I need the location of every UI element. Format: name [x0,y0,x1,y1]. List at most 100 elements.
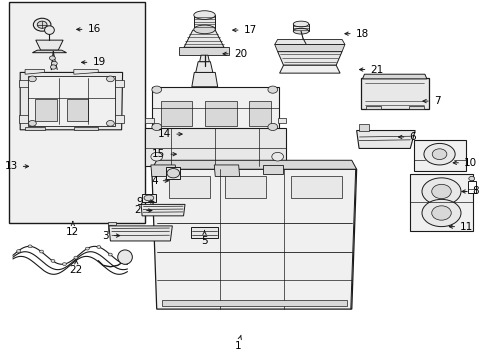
Ellipse shape [193,25,215,34]
Polygon shape [358,125,368,131]
Ellipse shape [44,26,54,35]
Polygon shape [115,80,123,87]
Polygon shape [36,40,63,50]
Polygon shape [183,30,224,47]
Bar [290,176,341,198]
Polygon shape [360,78,428,109]
Ellipse shape [293,21,308,27]
Bar [205,101,237,126]
Ellipse shape [293,28,308,34]
Polygon shape [19,116,27,123]
Ellipse shape [28,121,36,126]
Polygon shape [115,116,123,123]
Polygon shape [161,300,346,306]
Text: 16: 16 [77,24,101,35]
Polygon shape [109,226,172,241]
Ellipse shape [152,86,161,93]
Polygon shape [25,69,44,74]
Bar [168,176,210,198]
Ellipse shape [51,61,57,66]
Text: 5: 5 [201,230,207,246]
Polygon shape [279,65,339,73]
Polygon shape [152,160,356,169]
Polygon shape [199,55,209,62]
Text: 1: 1 [234,335,241,351]
Polygon shape [467,181,475,193]
Polygon shape [144,118,154,123]
Ellipse shape [152,123,161,131]
Text: 21: 21 [359,64,383,75]
Bar [9,3,144,223]
Ellipse shape [166,168,179,178]
Ellipse shape [62,263,66,266]
Polygon shape [274,40,344,44]
Ellipse shape [193,11,215,19]
Polygon shape [413,140,466,171]
Ellipse shape [28,245,32,248]
Polygon shape [274,44,344,51]
Ellipse shape [421,199,460,226]
Polygon shape [74,127,98,130]
Polygon shape [214,165,239,176]
Text: 4: 4 [151,176,168,186]
Ellipse shape [49,56,55,60]
Ellipse shape [108,253,112,256]
Ellipse shape [267,86,277,93]
Polygon shape [142,194,156,202]
Text: 20: 20 [223,49,246,59]
Ellipse shape [423,143,454,165]
Polygon shape [190,227,217,238]
Ellipse shape [431,149,446,159]
Ellipse shape [85,247,89,250]
Polygon shape [362,74,426,79]
Bar [66,99,88,121]
Polygon shape [166,167,180,179]
Polygon shape [20,72,122,130]
Text: 2: 2 [134,206,152,216]
Polygon shape [25,127,44,130]
Polygon shape [408,107,423,109]
Polygon shape [19,80,27,87]
Text: 15: 15 [152,149,176,159]
Ellipse shape [267,123,277,131]
Ellipse shape [421,178,460,205]
Text: 17: 17 [232,25,256,35]
Ellipse shape [118,250,132,264]
Text: 9: 9 [136,197,154,207]
Text: 13: 13 [4,161,28,171]
Polygon shape [141,204,184,216]
Text: 12: 12 [66,221,80,237]
Polygon shape [263,165,282,174]
Text: 10: 10 [452,158,476,168]
Ellipse shape [28,76,36,82]
Text: 8: 8 [461,186,478,197]
Ellipse shape [51,260,55,262]
Ellipse shape [106,76,114,82]
Ellipse shape [271,152,283,161]
Polygon shape [108,225,112,231]
Polygon shape [27,76,115,126]
Polygon shape [151,165,176,176]
Ellipse shape [37,21,47,28]
Polygon shape [32,50,66,53]
Ellipse shape [468,176,474,181]
Ellipse shape [74,256,78,259]
Ellipse shape [97,246,101,248]
Text: 18: 18 [344,29,368,39]
Ellipse shape [151,152,162,161]
Text: 3: 3 [102,231,120,240]
Polygon shape [152,87,278,130]
Bar [249,101,271,126]
Text: 7: 7 [422,96,439,106]
Ellipse shape [106,121,114,126]
Polygon shape [277,51,341,65]
Ellipse shape [144,195,154,201]
Polygon shape [356,131,414,148]
Polygon shape [191,72,217,87]
Ellipse shape [431,206,450,220]
Ellipse shape [17,249,20,252]
Polygon shape [193,15,215,30]
Text: 11: 11 [448,222,472,231]
Polygon shape [144,128,285,166]
Ellipse shape [50,65,56,69]
